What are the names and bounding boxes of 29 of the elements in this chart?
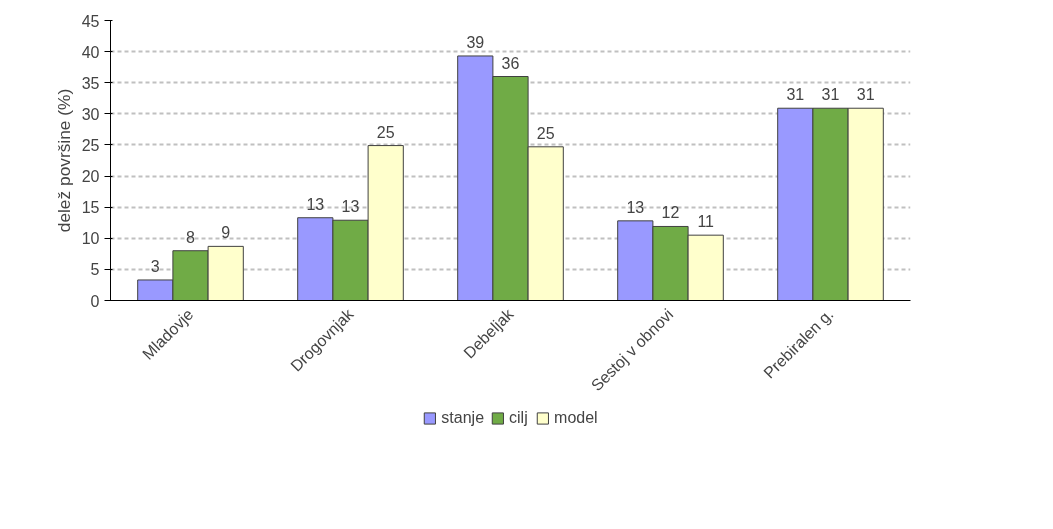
y-tick-label: 15: [81, 199, 100, 217]
data-label: 3: [150, 257, 160, 275]
y-tick-label: 0: [90, 292, 100, 310]
data-label: 12: [661, 204, 680, 222]
data-label: 13: [341, 198, 360, 216]
data-label: 25: [376, 123, 395, 141]
data-label: 11: [697, 213, 715, 231]
data-label: 25: [536, 124, 555, 142]
y-tick-label: 35: [81, 74, 100, 92]
y-axis-title: delež površine (%): [53, 88, 74, 233]
data-label: 36: [501, 54, 520, 72]
data-label: 13: [306, 195, 325, 213]
data-label: 31: [821, 86, 840, 104]
data-label: 13: [626, 198, 645, 216]
data-label: 31: [786, 86, 805, 104]
data-label: 9: [221, 224, 231, 242]
data-label: 31: [856, 86, 875, 104]
y-tick-label: 20: [81, 168, 100, 186]
legend-label: model: [554, 409, 598, 427]
y-tick-label: 30: [81, 105, 100, 123]
legend-label: stanje: [441, 409, 485, 427]
y-tick-label: 10: [81, 230, 100, 248]
y-tick-label: 5: [90, 261, 100, 279]
data-label: 8: [186, 228, 196, 246]
legend-label: cilj: [509, 409, 529, 427]
y-tick-label: 45: [81, 12, 100, 30]
y-tick-label: 25: [81, 136, 100, 154]
data-label: 39: [466, 33, 485, 51]
y-tick-label: 40: [81, 43, 100, 61]
